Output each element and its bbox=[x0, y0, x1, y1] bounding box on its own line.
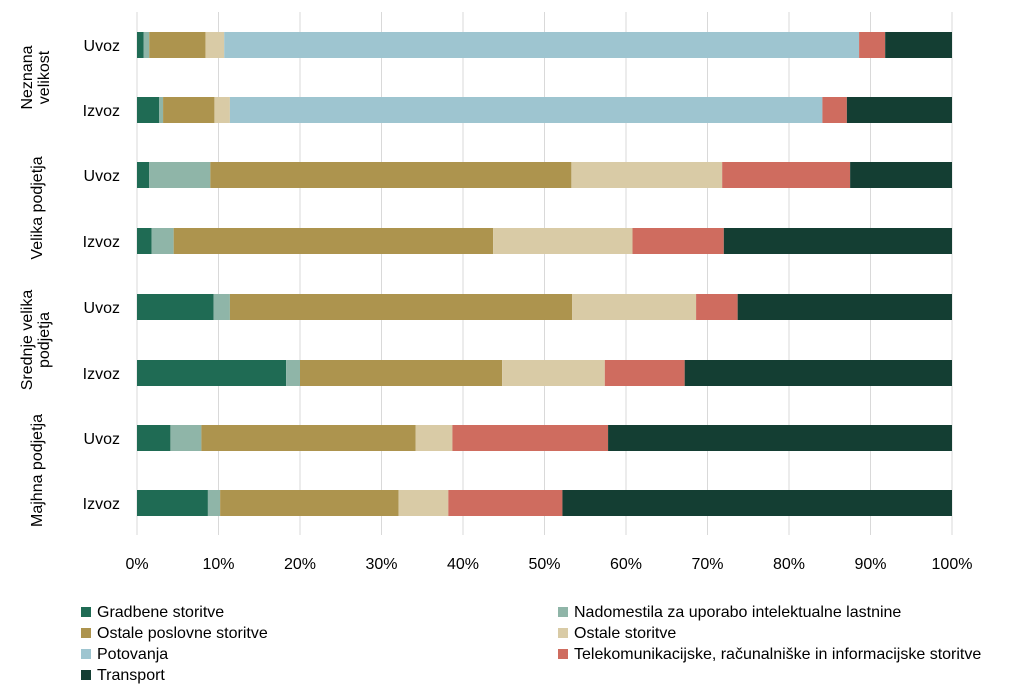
x-tick-label: 90% bbox=[854, 556, 886, 573]
legend-swatch bbox=[558, 628, 568, 638]
bar-segment bbox=[398, 490, 449, 516]
bar-segment bbox=[137, 228, 152, 254]
x-tick-label: 70% bbox=[691, 556, 723, 573]
x-tick-label: 0% bbox=[125, 556, 148, 573]
bar-segment bbox=[448, 490, 563, 516]
bar-segment bbox=[137, 490, 208, 516]
bar-segment bbox=[137, 97, 160, 123]
bar-segment bbox=[415, 425, 453, 451]
group-labels: Neznana velikost Velika podjetja Srednje ve… bbox=[19, 45, 53, 527]
bar-segment bbox=[137, 162, 150, 188]
legend-swatch bbox=[81, 649, 91, 659]
legend-swatch bbox=[81, 628, 91, 638]
bar-segment bbox=[137, 32, 144, 58]
legend-label: Transport bbox=[97, 667, 165, 684]
group-label: Neznana bbox=[19, 45, 36, 109]
bar-segment bbox=[684, 360, 952, 386]
legend-label: Potovanja bbox=[97, 646, 168, 663]
bar-segment bbox=[885, 32, 952, 58]
bar-segment bbox=[207, 490, 221, 516]
bar-segment bbox=[159, 97, 164, 123]
bars bbox=[137, 32, 952, 516]
bar-segment bbox=[859, 32, 886, 58]
legend-label: Ostale storitve bbox=[574, 625, 676, 642]
bar-segment bbox=[286, 360, 300, 386]
legend: Gradbene storitve Nadomestila za uporabo … bbox=[81, 604, 981, 684]
legend-label: Telekomunikacijske, računalniške in info… bbox=[574, 646, 981, 663]
bar-segment bbox=[604, 360, 685, 386]
bar-segment bbox=[850, 162, 952, 188]
bar-segment bbox=[571, 162, 723, 188]
bar-segment bbox=[723, 228, 952, 254]
bar-segment bbox=[137, 425, 171, 451]
bar-segment bbox=[608, 425, 952, 451]
bar-segment bbox=[502, 360, 605, 386]
group-label: Srednje velika bbox=[19, 290, 36, 391]
bar-segment bbox=[163, 97, 215, 123]
bar-segment bbox=[201, 425, 416, 451]
x-tick-label: 20% bbox=[284, 556, 316, 573]
bar-segment bbox=[822, 97, 847, 123]
category-label: Izvoz bbox=[83, 496, 120, 513]
bar-segment bbox=[137, 360, 287, 386]
bar-segment bbox=[562, 490, 952, 516]
bar-segment bbox=[452, 425, 609, 451]
x-tick-label: 100% bbox=[932, 556, 973, 573]
bar-segment bbox=[220, 490, 399, 516]
bar-segment bbox=[846, 97, 952, 123]
legend-label: Nadomestila za uporabo intelektualne las… bbox=[574, 604, 901, 621]
bar-segment bbox=[737, 294, 952, 320]
bar-segment bbox=[149, 162, 211, 188]
x-tick-label: 80% bbox=[773, 556, 805, 573]
legend-swatch bbox=[81, 607, 91, 617]
category-label: Uvoz bbox=[84, 431, 120, 448]
category-label: Izvoz bbox=[83, 234, 120, 251]
category-label: Uvoz bbox=[84, 38, 120, 55]
group-label: Majhna podjetja bbox=[29, 414, 46, 527]
bar-segment bbox=[170, 425, 202, 451]
bar-segment bbox=[173, 228, 494, 254]
bar-segment bbox=[722, 162, 851, 188]
x-tick-label: 50% bbox=[528, 556, 560, 573]
bar-segment bbox=[229, 294, 573, 320]
legend-swatch bbox=[558, 607, 568, 617]
bar-segment bbox=[229, 97, 823, 123]
bar-segment bbox=[632, 228, 724, 254]
legend-label: Ostale poslovne storitve bbox=[97, 625, 268, 642]
bar-segment bbox=[224, 32, 860, 58]
x-tick-label: 30% bbox=[365, 556, 397, 573]
bar-segment bbox=[493, 228, 633, 254]
bar-segment bbox=[572, 294, 697, 320]
bar-segment bbox=[213, 294, 230, 320]
legend-swatch bbox=[81, 670, 91, 680]
group-label: podjetja bbox=[36, 312, 53, 368]
bar-segment bbox=[149, 32, 206, 58]
category-label: Izvoz bbox=[83, 103, 120, 120]
x-axis-ticks: 0% 10% 20% 30% 40% 50% 60% 70% 80% 90% 100% bbox=[125, 556, 972, 573]
grid-lines bbox=[136, 12, 953, 535]
bar-segment bbox=[210, 162, 572, 188]
category-label: Uvoz bbox=[84, 300, 120, 317]
bar-segment bbox=[137, 294, 214, 320]
x-tick-label: 60% bbox=[610, 556, 642, 573]
x-tick-label: 40% bbox=[447, 556, 479, 573]
bar-segment bbox=[143, 32, 150, 58]
x-tick-label: 10% bbox=[202, 556, 234, 573]
legend-label: Gradbene storitve bbox=[97, 604, 224, 621]
bar-segment bbox=[300, 360, 503, 386]
category-label: Izvoz bbox=[83, 366, 120, 383]
category-label: Uvoz bbox=[84, 168, 120, 185]
bar-segment bbox=[205, 32, 225, 58]
bar-segment bbox=[151, 228, 174, 254]
group-label: velikost bbox=[36, 50, 53, 104]
group-label: Velika podjetja bbox=[29, 156, 46, 259]
legend-swatch bbox=[558, 649, 568, 659]
bar-segment bbox=[696, 294, 738, 320]
category-labels: Uvoz Izvoz Uvoz Izvoz Uvoz Izvoz Uvoz Izvoz bbox=[83, 38, 120, 513]
bar-segment bbox=[214, 97, 230, 123]
